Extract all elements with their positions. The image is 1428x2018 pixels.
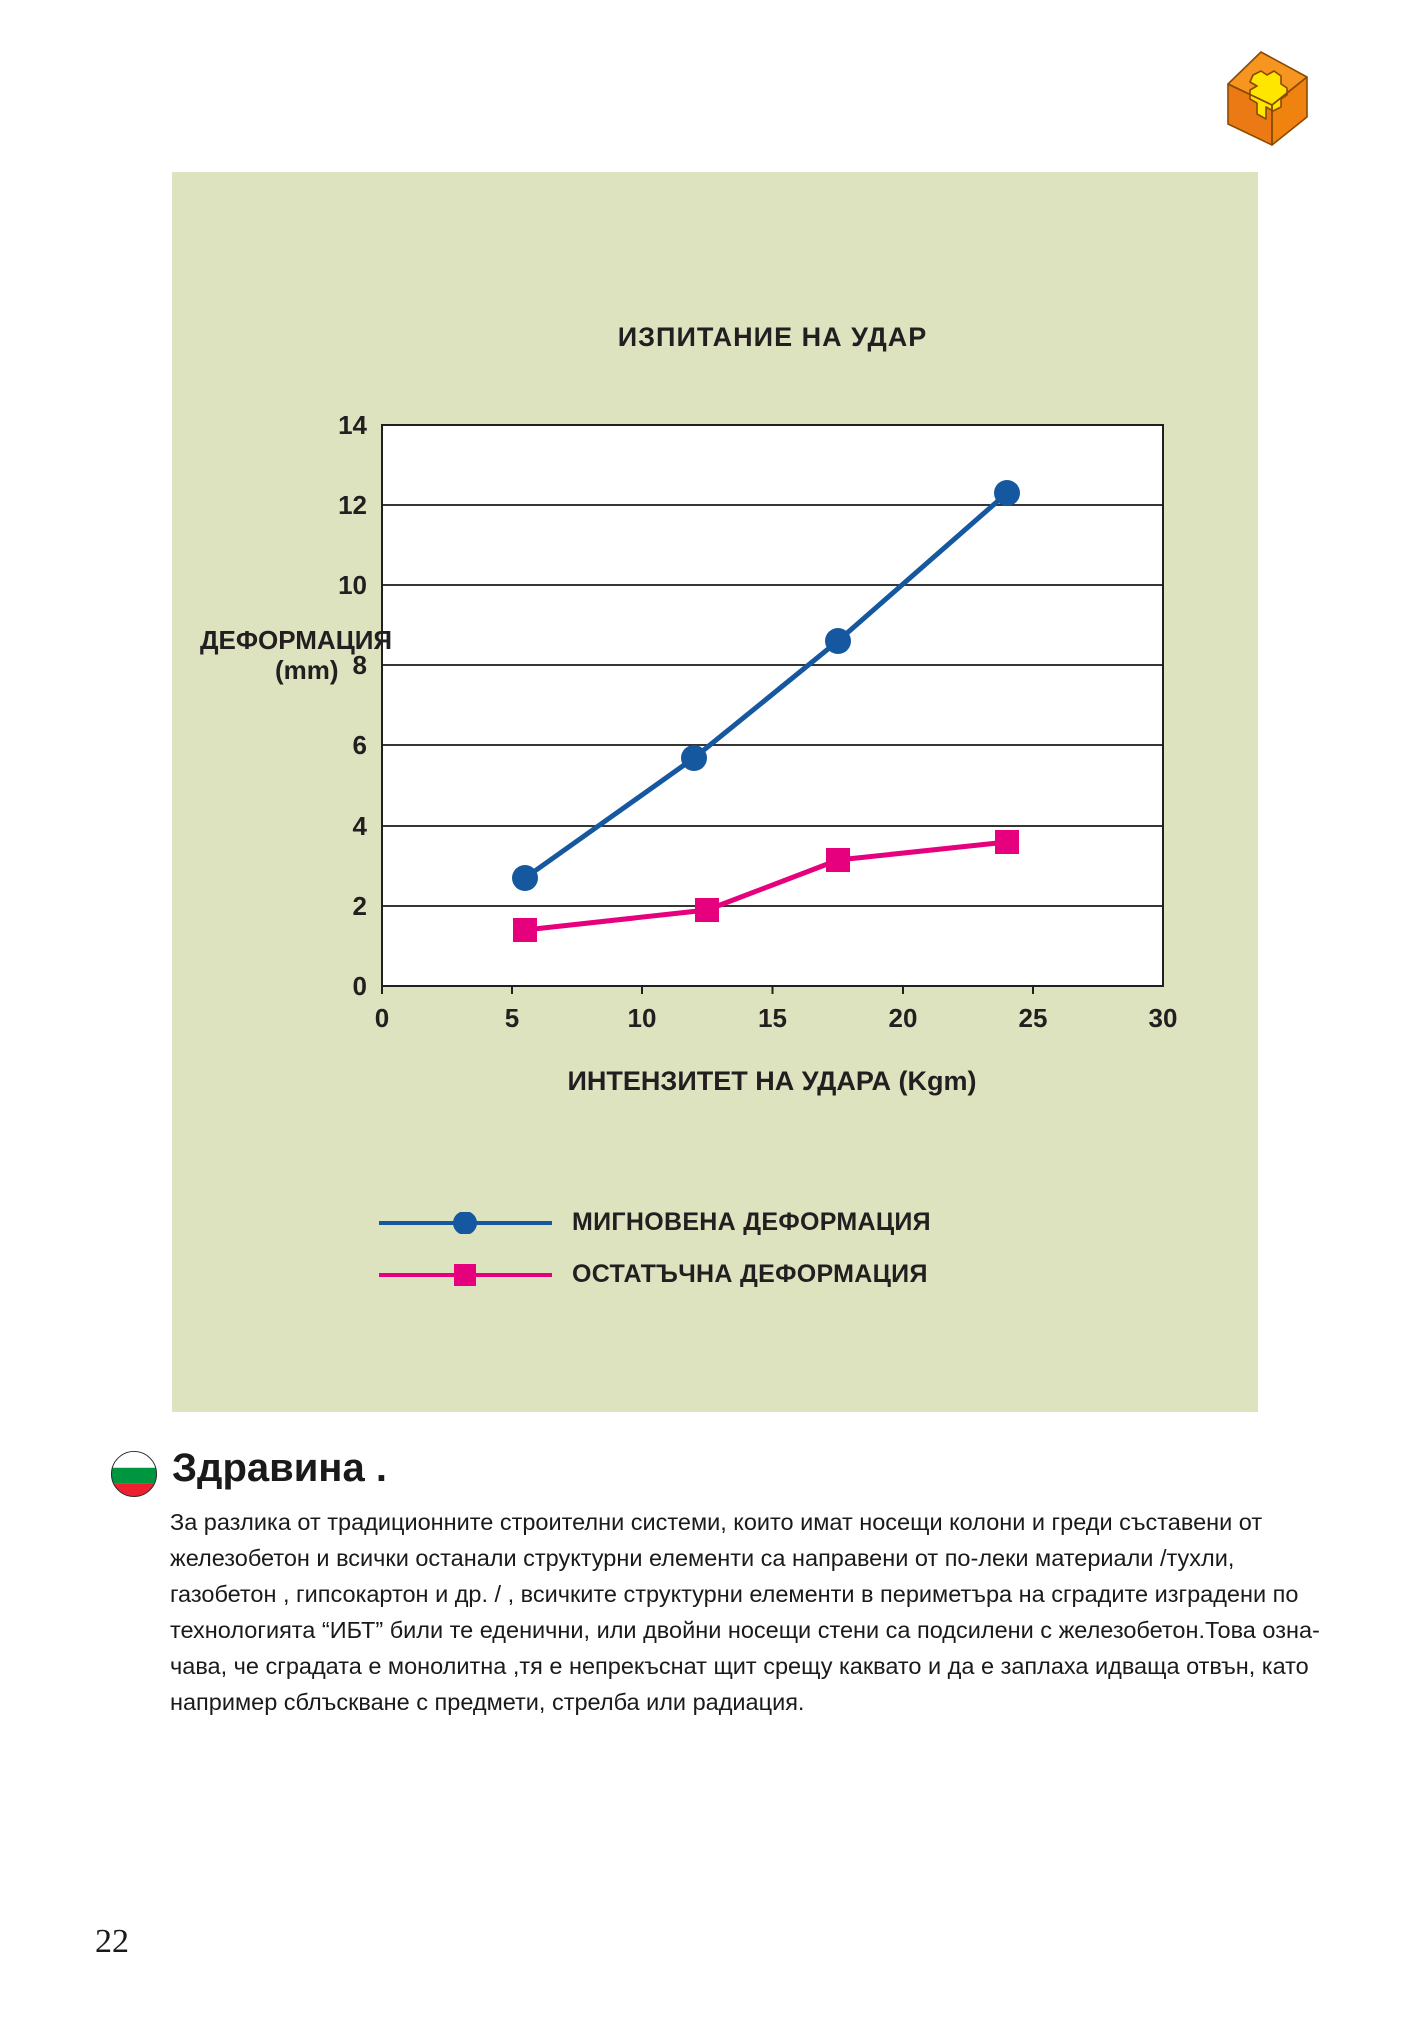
- svg-text:6: 6: [353, 730, 367, 760]
- svg-text:10: 10: [338, 570, 367, 600]
- svg-text:10: 10: [628, 1003, 657, 1033]
- svg-text:14: 14: [338, 410, 367, 440]
- svg-text:20: 20: [889, 1003, 918, 1033]
- svg-text:25: 25: [1019, 1003, 1048, 1033]
- svg-text:30: 30: [1149, 1003, 1178, 1033]
- svg-text:ДЕФОРМАЦИЯ: ДЕФОРМАЦИЯ: [200, 625, 392, 655]
- svg-text:0: 0: [353, 971, 367, 1001]
- svg-text:5: 5: [505, 1003, 519, 1033]
- svg-text:12: 12: [338, 490, 367, 520]
- svg-text:2: 2: [353, 891, 367, 921]
- svg-text:0: 0: [375, 1003, 389, 1033]
- svg-text:15: 15: [758, 1003, 787, 1033]
- svg-text:ИНТЕНЗИТЕТ НА УДАРА (Kgm): ИНТЕНЗИТЕТ НА УДАРА (Kgm): [568, 1066, 977, 1096]
- svg-text:(mm): (mm): [275, 655, 339, 685]
- svg-text:4: 4: [353, 811, 368, 841]
